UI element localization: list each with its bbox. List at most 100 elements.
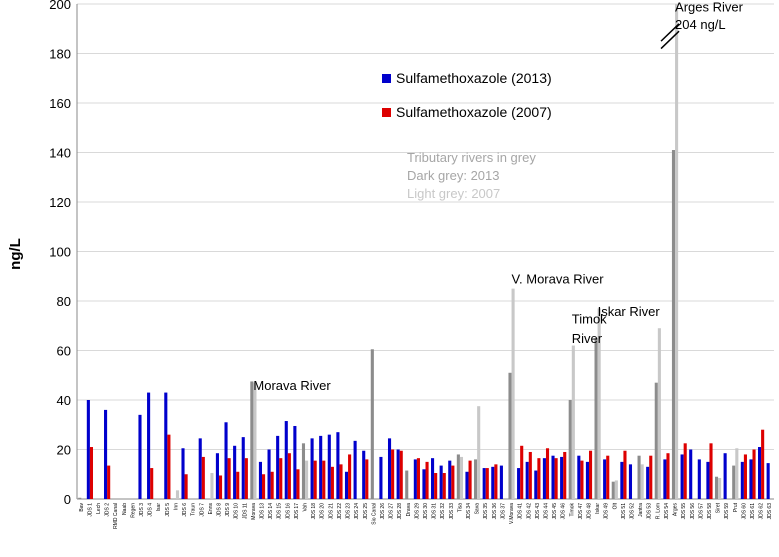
bar-2007 [761, 429, 765, 499]
bar-2013 [250, 381, 254, 499]
bar-2013 [379, 456, 383, 499]
bar-2007 [236, 471, 240, 499]
bar-2007 [477, 406, 481, 499]
bar-2007 [262, 474, 266, 499]
bar-2007 [735, 448, 739, 499]
x-tick-label: JDS 33 [449, 503, 455, 520]
bar-2007 [391, 449, 395, 499]
x-tick-label: JDS 37 [500, 503, 506, 520]
bar-2013 [551, 455, 555, 499]
x-tick-label: JDS 6 [182, 503, 188, 517]
bar-2007 [313, 460, 317, 499]
bar-2013 [164, 392, 168, 499]
bar-2013 [749, 459, 753, 499]
bar-2013 [336, 432, 340, 499]
y-tick-label: 180 [49, 47, 71, 62]
bar-2007 [459, 456, 464, 499]
bar-2013 [448, 460, 452, 499]
bar-2013 [757, 447, 762, 499]
bar-2013 [181, 448, 185, 499]
bar-2007 [270, 471, 274, 499]
bar-2013 [370, 349, 374, 499]
y-tick-label: 140 [49, 146, 71, 161]
bar-2007 [279, 458, 283, 499]
bar-2007 [305, 460, 309, 499]
bar-2013 [766, 463, 770, 499]
bar-2007 [666, 453, 670, 499]
annotations: Morava River V. Morava River Timok River Isk… [253, 0, 743, 393]
bar-2007 [545, 448, 550, 499]
bar-2007 [167, 434, 171, 499]
bar-2013 [396, 449, 400, 499]
bar-2007 [244, 458, 248, 499]
x-tick-label: Sio Canal [371, 503, 377, 525]
bar-2007 [322, 460, 326, 499]
x-tick-label: JDS 10 [234, 503, 240, 520]
x-tick-label: JDS 24 [354, 503, 360, 520]
bar-2013 [740, 461, 744, 499]
bar-2013 [293, 425, 297, 499]
bar-2013 [525, 461, 529, 499]
bar-2007 [640, 464, 644, 499]
bar-2007 [623, 450, 627, 499]
bar-2007 [528, 451, 532, 499]
bar-2013 [560, 456, 564, 499]
y-axis-title: ng/L [7, 238, 24, 270]
x-tick-label: JDS 47 [578, 503, 584, 520]
x-tick-label: JDS 34 [466, 503, 472, 520]
bar-2013 [86, 400, 90, 499]
x-tick-label: JDS 60 [741, 503, 747, 520]
bar-2007 [253, 382, 257, 499]
annotation-label: V. Morava River [512, 272, 605, 287]
bar-2013 [637, 455, 641, 499]
bar-2007 [485, 468, 489, 499]
x-tick-label: JDS 54 [664, 503, 670, 520]
bar-2007 [348, 454, 352, 499]
x-tick-label: Jantra [638, 503, 644, 517]
bar-2013 [482, 468, 486, 499]
y-tick-label: 160 [49, 96, 71, 111]
bar-2007 [399, 450, 403, 499]
legend-swatch [382, 74, 391, 83]
bar-2013 [706, 461, 710, 499]
bar-2007 [657, 328, 661, 499]
bar-2007 [511, 288, 515, 499]
bar-2007 [709, 443, 713, 499]
x-tick-label: R. Lom [655, 503, 661, 519]
x-tick-label: JDS 27 [389, 503, 395, 520]
bar-2007 [614, 480, 618, 499]
annotation-label: Iskar River [598, 304, 661, 319]
x-tick-label: JDS 43 [535, 503, 541, 520]
x-tick-label: JDS 17 [294, 503, 300, 520]
bar-2007 [718, 477, 722, 499]
x-tick-label: Siret [716, 502, 722, 513]
bar-2013 [258, 461, 263, 499]
x-tick-label: JDS 20 [320, 503, 326, 520]
x-tick-label: JDS 57 [698, 503, 704, 520]
x-tick-label: Bav [79, 503, 85, 512]
bar-2007 [330, 466, 334, 499]
axis-break-mark [660, 30, 680, 50]
y-tick-label: 200 [49, 0, 71, 12]
x-tick-label: V.Morava [509, 503, 515, 524]
x-tick-label: JDS 51 [621, 503, 627, 520]
bar-2007 [580, 460, 584, 499]
bar-2007 [175, 490, 180, 499]
bar-2013 [319, 435, 323, 499]
x-tick-label: JDS 45 [552, 503, 558, 520]
bar-2007 [606, 455, 610, 499]
y-tick-label: 20 [57, 443, 71, 458]
bar-2013 [499, 465, 503, 499]
bar-2013 [405, 470, 409, 499]
bar-2013 [456, 454, 460, 499]
bar-2013 [714, 476, 719, 499]
annotation-label: Morava River [253, 378, 331, 393]
x-tick-label: JDS 42 [526, 503, 532, 520]
bar-2007 [365, 459, 369, 499]
x-tick-label: JDS 63 [767, 503, 773, 520]
bar-2013 [353, 440, 357, 499]
y-tick-label: 80 [57, 294, 71, 309]
x-tick-label: JDS 56 [690, 503, 696, 520]
x-tick-label: Isar [156, 503, 162, 512]
x-tick-label: JDS 26 [380, 503, 386, 520]
